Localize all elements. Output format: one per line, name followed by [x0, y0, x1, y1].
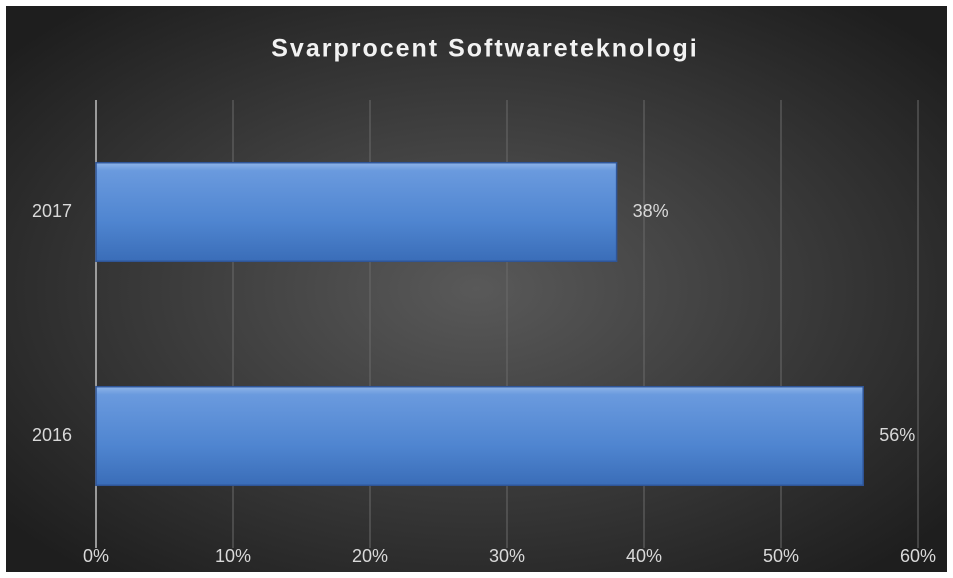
value-label: 38% — [633, 201, 669, 221]
x-tick-label: 10% — [215, 546, 251, 566]
x-tick-label: 30% — [489, 546, 525, 566]
x-tick-label: 20% — [352, 546, 388, 566]
y-tick-label: 2017 — [32, 201, 72, 221]
value-label: 56% — [879, 425, 915, 445]
chart-background — [6, 6, 947, 572]
x-tick-label: 40% — [626, 546, 662, 566]
chart-title: Svarprocent Softwareteknologi — [271, 35, 699, 63]
x-tick-label: 60% — [900, 546, 936, 566]
bar — [95, 385, 864, 487]
x-tick-label: 0% — [83, 546, 109, 566]
x-tick-label: 50% — [763, 546, 799, 566]
y-tick-label: 2016 — [32, 425, 72, 445]
bar — [95, 161, 618, 263]
